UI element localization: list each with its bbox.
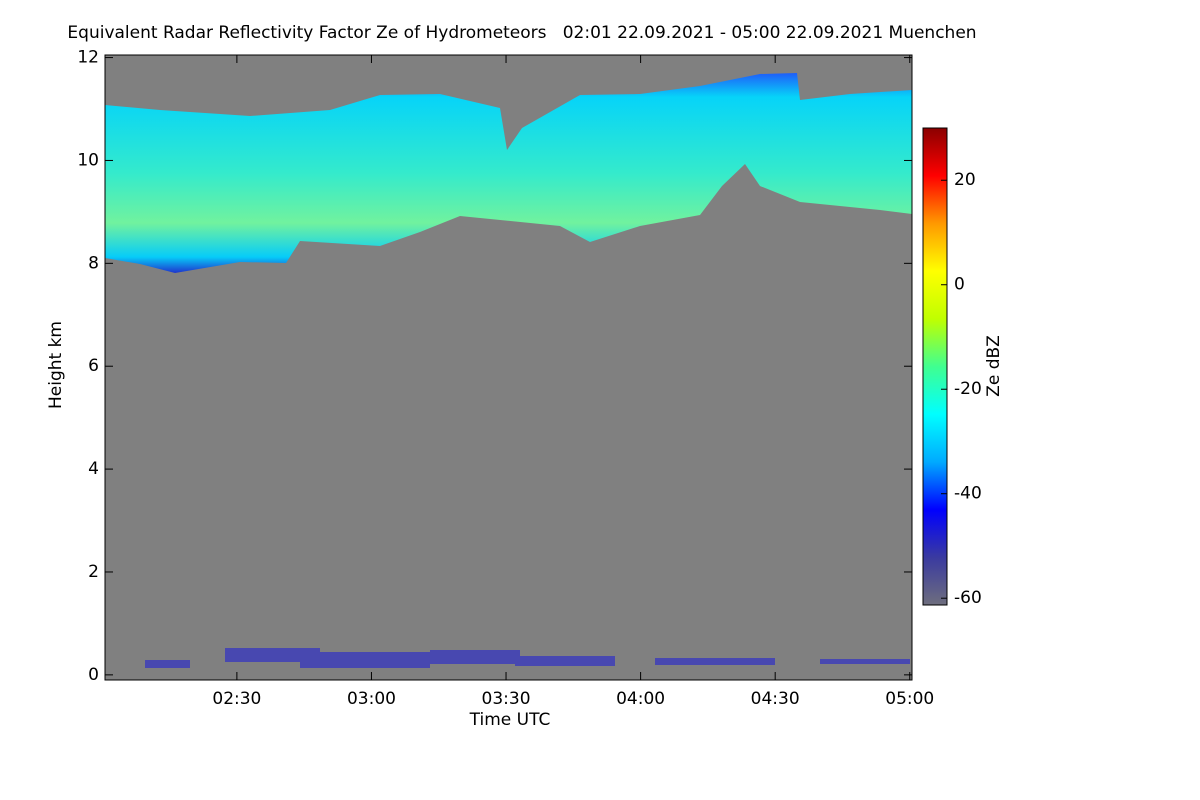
x-tick-label: 03:00 (347, 689, 396, 709)
ground-clutter (145, 648, 910, 668)
y-tick-label: 0 (88, 665, 99, 685)
y-tick-label: 6 (88, 356, 99, 376)
x-tick-label: 04:00 (616, 689, 665, 709)
colorbar-tick-label: -60 (954, 588, 982, 608)
plot-frame (104, 54, 913, 681)
chart-title: Equivalent Radar Reflectivity Factor Ze … (67, 23, 976, 43)
y-tick-label: 8 (88, 253, 99, 273)
colorbar-tick-label: -20 (954, 379, 982, 399)
cloud-echo (105, 73, 912, 273)
x-axis-label: Time UTC (469, 710, 551, 730)
y-tick-label: 2 (88, 562, 99, 582)
y-axis-label: Height km (46, 321, 66, 409)
colorbar (922, 127, 948, 606)
x-tick-label: 02:30 (212, 689, 261, 709)
y-tick-label: 4 (88, 459, 99, 479)
colorbar-tick-label: 20 (954, 170, 976, 190)
x-tick-label: 05:00 (885, 689, 934, 709)
colorbar-label: Ze dBZ (984, 335, 1004, 397)
y-tick-label: 12 (77, 48, 99, 68)
y-tick-label: 10 (77, 150, 99, 170)
colorbar-tick-label: -40 (954, 484, 982, 504)
x-tick-label: 03:30 (482, 689, 531, 709)
x-tick-label: 04:30 (751, 689, 800, 709)
colorbar-tick-label: 0 (954, 275, 965, 295)
